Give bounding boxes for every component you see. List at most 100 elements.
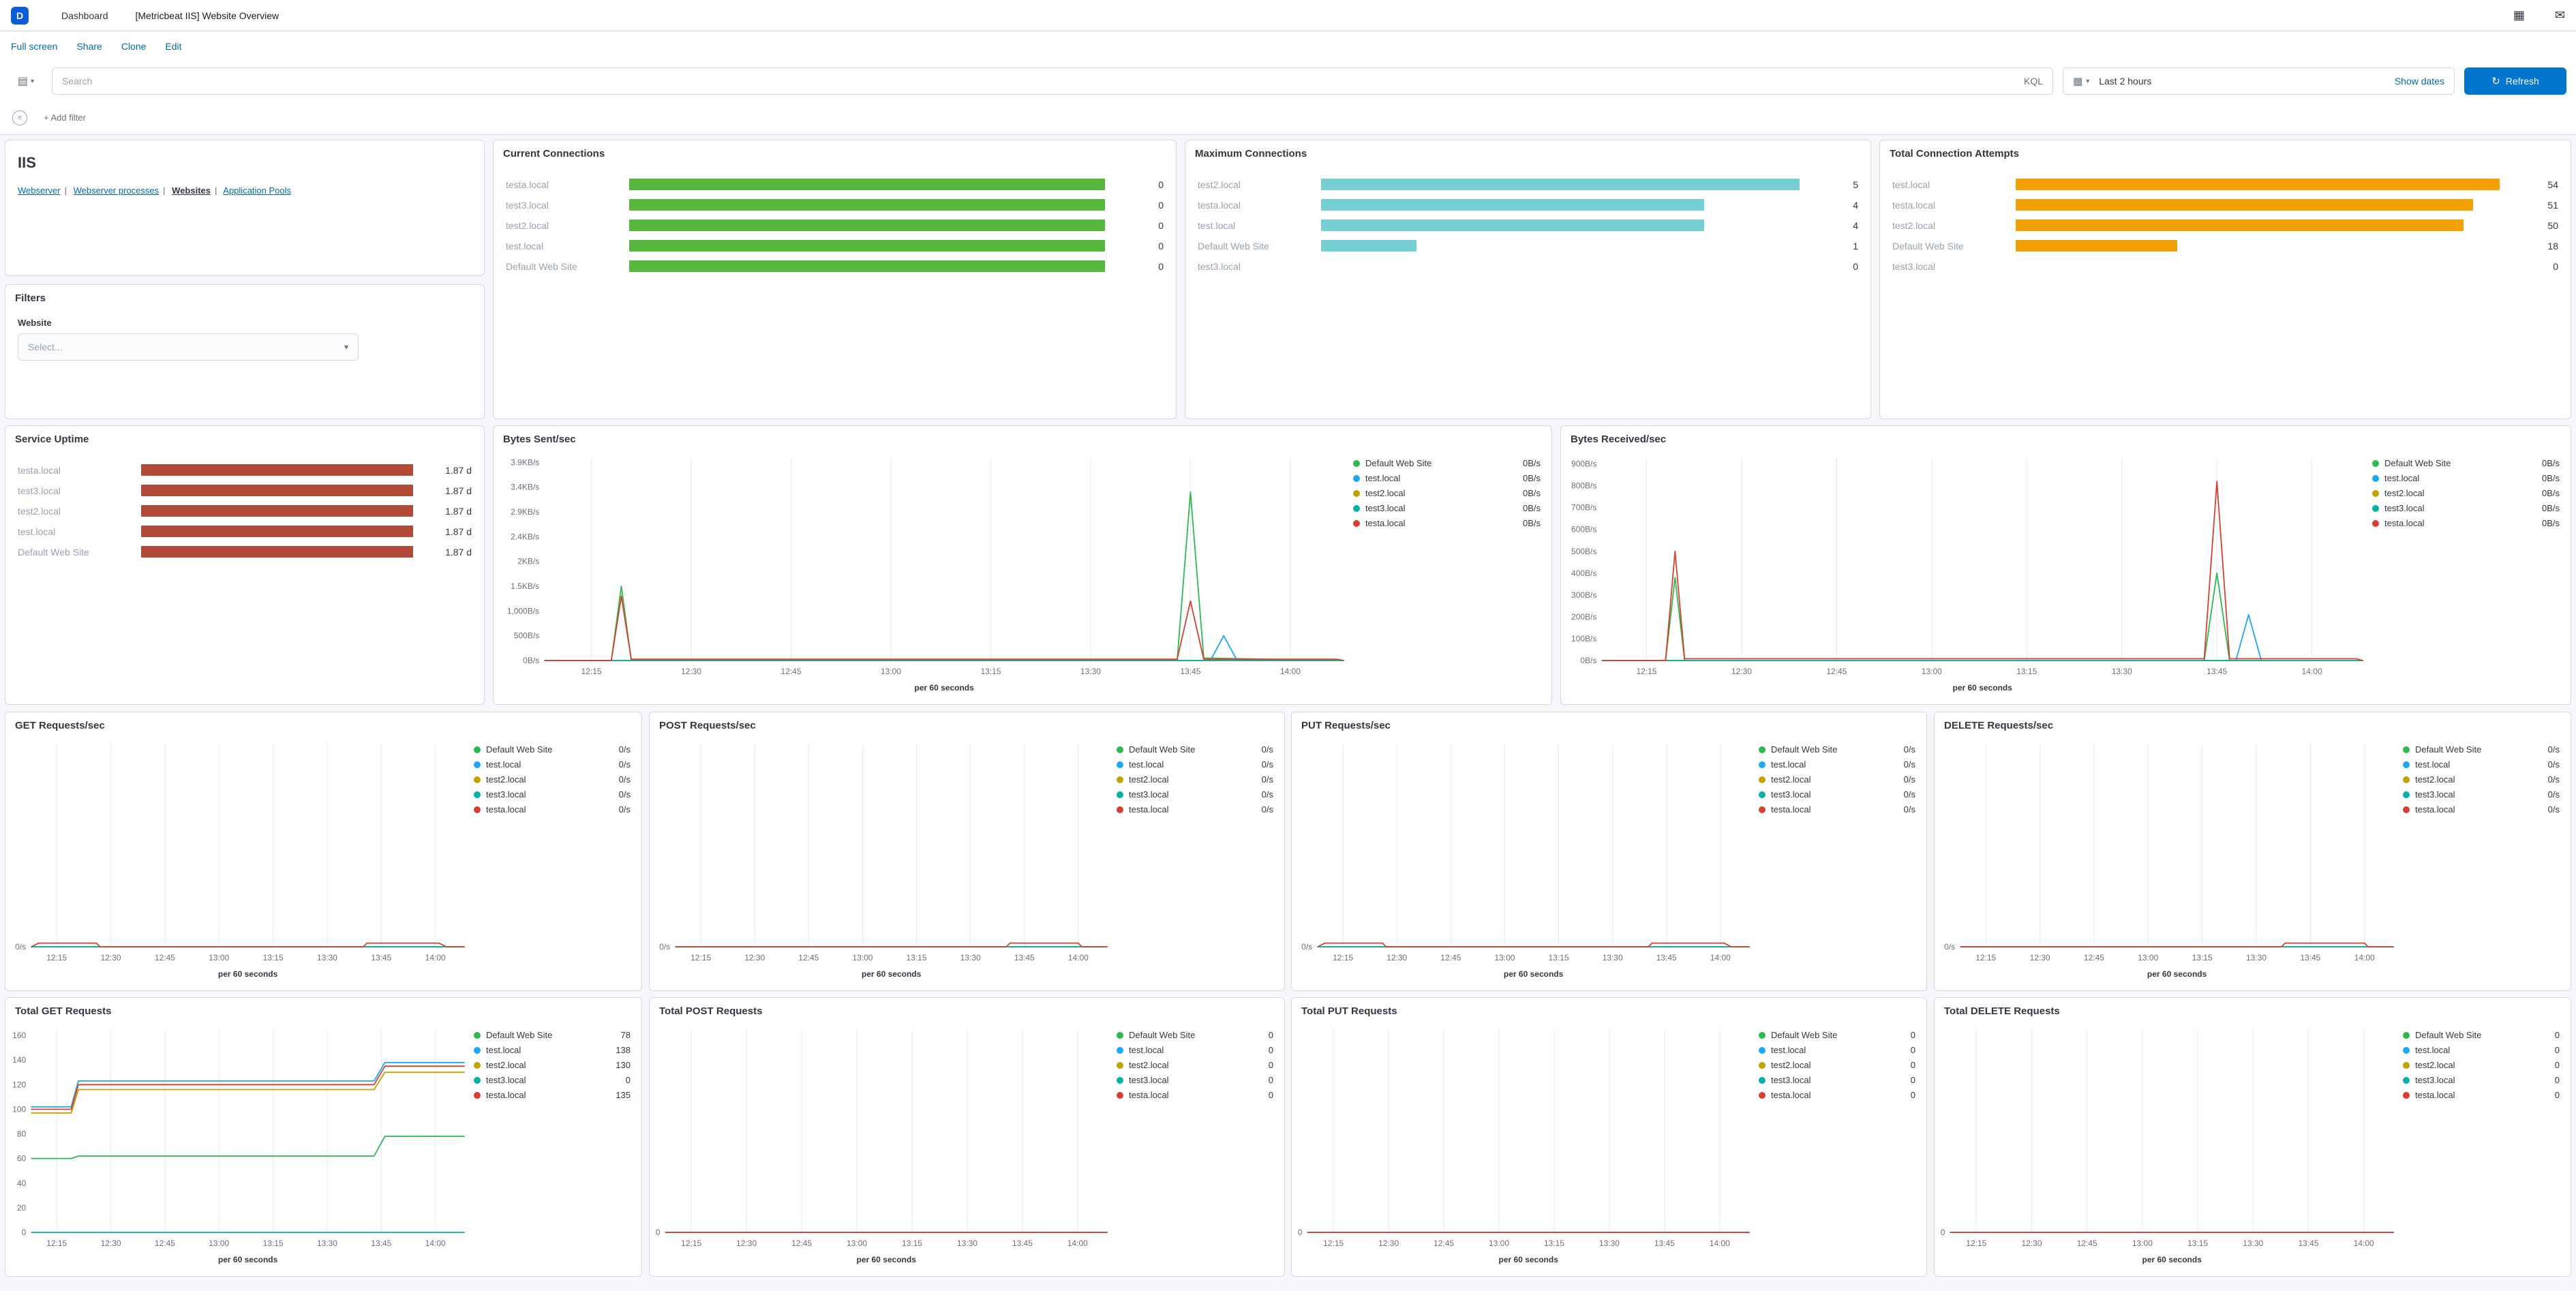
legend-series-name: test2.local — [486, 774, 526, 785]
legend-item[interactable]: Default Web Site 0/s — [1759, 742, 1915, 757]
legend-item[interactable]: test2.local 0 — [1759, 1058, 1915, 1073]
menu-clone[interactable]: Clone — [121, 41, 147, 52]
svg-text:13:30: 13:30 — [1599, 1239, 1620, 1248]
legend-item[interactable]: test3.local 0/s — [1759, 787, 1915, 802]
legend-item[interactable]: test3.local 0 — [474, 1073, 631, 1088]
breadcrumb[interactable]: Dashboard — [61, 10, 108, 21]
bar — [629, 260, 1105, 272]
legend-dot-icon — [474, 1076, 481, 1084]
panel-total-put-requests: Total PUT Requests 0 12:15 12:30 12:45 13:00… — [1291, 997, 1927, 1277]
link-websites[interactable]: Websites — [172, 185, 211, 196]
legend-series-name: Default Web Site — [1129, 1030, 1196, 1040]
legend-item[interactable]: Default Web Site 0/s — [1117, 742, 1273, 757]
legend-item[interactable]: Default Web Site 0/s — [2403, 742, 2560, 757]
link-webserver-processes[interactable]: Webserver processes — [73, 185, 160, 196]
add-filter-button[interactable]: + Add filter — [44, 112, 86, 123]
link-application-pools[interactable]: Application Pools — [223, 185, 292, 196]
website-select[interactable]: Select... ▾ — [18, 333, 359, 361]
legend-item[interactable]: testa.local 0 — [1759, 1088, 1915, 1103]
legend-series-value: 0/s — [618, 789, 631, 800]
legend-item[interactable]: test3.local 0B/s — [1353, 501, 1541, 516]
chart-canvas: 0 12:15 12:30 12:45 13:00 13:15 13:30 13:45 14:0… — [1941, 1029, 2394, 1264]
menu-share[interactable]: Share — [76, 41, 102, 52]
space-avatar[interactable]: D — [11, 6, 29, 25]
calendar-icon[interactable]: ▦ — [2073, 76, 2083, 87]
legend-item[interactable]: test3.local 0 — [1759, 1073, 1915, 1088]
search-input[interactable] — [62, 76, 2017, 87]
legend-item[interactable]: testa.local 0 — [2403, 1088, 2560, 1103]
mail-icon[interactable]: ✉ — [2554, 8, 2565, 22]
legend-dot-icon — [1353, 459, 1360, 467]
legend-item[interactable]: Default Web Site 0/s — [474, 742, 631, 757]
chevron-down-icon[interactable]: ▾ — [2086, 77, 2090, 85]
plot-area: 0/s 12:15 12:30 12:45 13:00 13:15 13:30 13:45 14… — [5, 734, 471, 988]
legend-series-name: test2.local — [2415, 774, 2455, 785]
legend-item[interactable]: test.local 0 — [1117, 1043, 1273, 1058]
legend-item[interactable]: test3.local 0 — [1117, 1073, 1273, 1088]
link-webserver[interactable]: Webserver — [18, 185, 61, 196]
show-dates-link[interactable]: Show dates — [2394, 76, 2444, 87]
legend-series-value: 0/s — [1261, 744, 1273, 755]
legend-item[interactable]: test3.local 0/s — [1117, 787, 1273, 802]
legend-item[interactable]: Default Web Site 0 — [2403, 1028, 2560, 1043]
legend-dot-icon — [2403, 1031, 2410, 1039]
legend-item[interactable]: test3.local 0/s — [2403, 787, 2560, 802]
legend-item[interactable]: test.local 0/s — [2403, 757, 2560, 772]
legend-item[interactable]: test.local 0 — [2403, 1043, 2560, 1058]
bar — [1321, 199, 1704, 211]
legend-item[interactable]: test.local 138 — [474, 1043, 631, 1058]
legend-item[interactable]: test2.local 0/s — [1117, 772, 1273, 787]
legend-item[interactable]: test3.local 0B/s — [2372, 501, 2560, 516]
legend-item[interactable]: testa.local 0/s — [1117, 802, 1273, 817]
legend-item[interactable]: test2.local 0 — [2403, 1058, 2560, 1073]
legend-item[interactable]: test.local 0/s — [474, 757, 631, 772]
kql-button[interactable]: KQL — [2023, 76, 2043, 87]
filter-circle-icon[interactable]: ≡ — [12, 110, 27, 125]
bar-label: test.local — [1892, 179, 1930, 190]
svg-text:12:30: 12:30 — [2030, 953, 2050, 962]
legend-item[interactable]: testa.local 0/s — [1759, 802, 1915, 817]
legend-item[interactable]: Default Web Site 0B/s — [1353, 456, 1541, 471]
legend-series-value: 0 — [1268, 1075, 1273, 1085]
menu-full-screen[interactable]: Full screen — [11, 41, 58, 52]
legend-item[interactable]: test2.local 130 — [474, 1058, 631, 1073]
legend-item[interactable]: testa.local 0B/s — [2372, 516, 2560, 531]
legend-item[interactable]: testa.local 135 — [474, 1088, 631, 1103]
refresh-button[interactable]: ↻ Refresh — [2464, 67, 2566, 95]
grid-icon[interactable]: ▦ — [2513, 8, 2525, 22]
legend-item[interactable]: test2.local 0 — [1117, 1058, 1273, 1073]
legend-item[interactable]: Default Web Site 0 — [1759, 1028, 1915, 1043]
legend-item[interactable]: Default Web Site 0 — [1117, 1028, 1273, 1043]
panel-title: Total POST Requests — [659, 1005, 763, 1017]
legend-item[interactable]: test3.local 0 — [2403, 1073, 2560, 1088]
legend-series-value: 0B/s — [2541, 458, 2560, 468]
legend-item[interactable]: Default Web Site 78 — [474, 1028, 631, 1043]
legend-item[interactable]: test2.local 0/s — [1759, 772, 1915, 787]
legend-item[interactable]: testa.local 0B/s — [1353, 516, 1541, 531]
svg-text:13:45: 13:45 — [2300, 953, 2320, 962]
legend-item[interactable]: testa.local 0 — [1117, 1088, 1273, 1103]
svg-text:12:15: 12:15 — [581, 667, 602, 676]
legend-item[interactable]: test3.local 0/s — [474, 787, 631, 802]
current-connections-chart: testa.local 0 test3.local 0 test2.local 0 test… — [494, 162, 1176, 277]
legend-item[interactable]: test.local 0/s — [1117, 757, 1273, 772]
legend-series-value: 0/s — [1903, 804, 1915, 815]
legend-item[interactable]: test2.local 0B/s — [2372, 486, 2560, 501]
legend-item[interactable]: test2.local 0/s — [474, 772, 631, 787]
legend-item[interactable]: test2.local 0/s — [2403, 772, 2560, 787]
legend-item[interactable]: testa.local 0/s — [2403, 802, 2560, 817]
legend-item[interactable]: test2.local 0B/s — [1353, 486, 1541, 501]
menu-edit[interactable]: Edit — [165, 41, 182, 52]
legend-series-value: 0/s — [1903, 759, 1915, 770]
saved-query-menu-button[interactable]: ▤ ▾ — [10, 74, 42, 88]
legend-item[interactable]: test.local 0B/s — [1353, 471, 1541, 486]
time-range-value[interactable]: Last 2 hours — [2099, 76, 2152, 87]
legend-item[interactable]: test.local 0/s — [1759, 757, 1915, 772]
legend-item[interactable]: test.local 0 — [1759, 1043, 1915, 1058]
saved-query-icon: ▤ — [17, 76, 29, 87]
legend-dot-icon — [2403, 1091, 2410, 1099]
legend-item[interactable]: Default Web Site 0B/s — [2372, 456, 2560, 471]
legend-item[interactable]: testa.local 0/s — [474, 802, 631, 817]
legend-item[interactable]: test.local 0B/s — [2372, 471, 2560, 486]
